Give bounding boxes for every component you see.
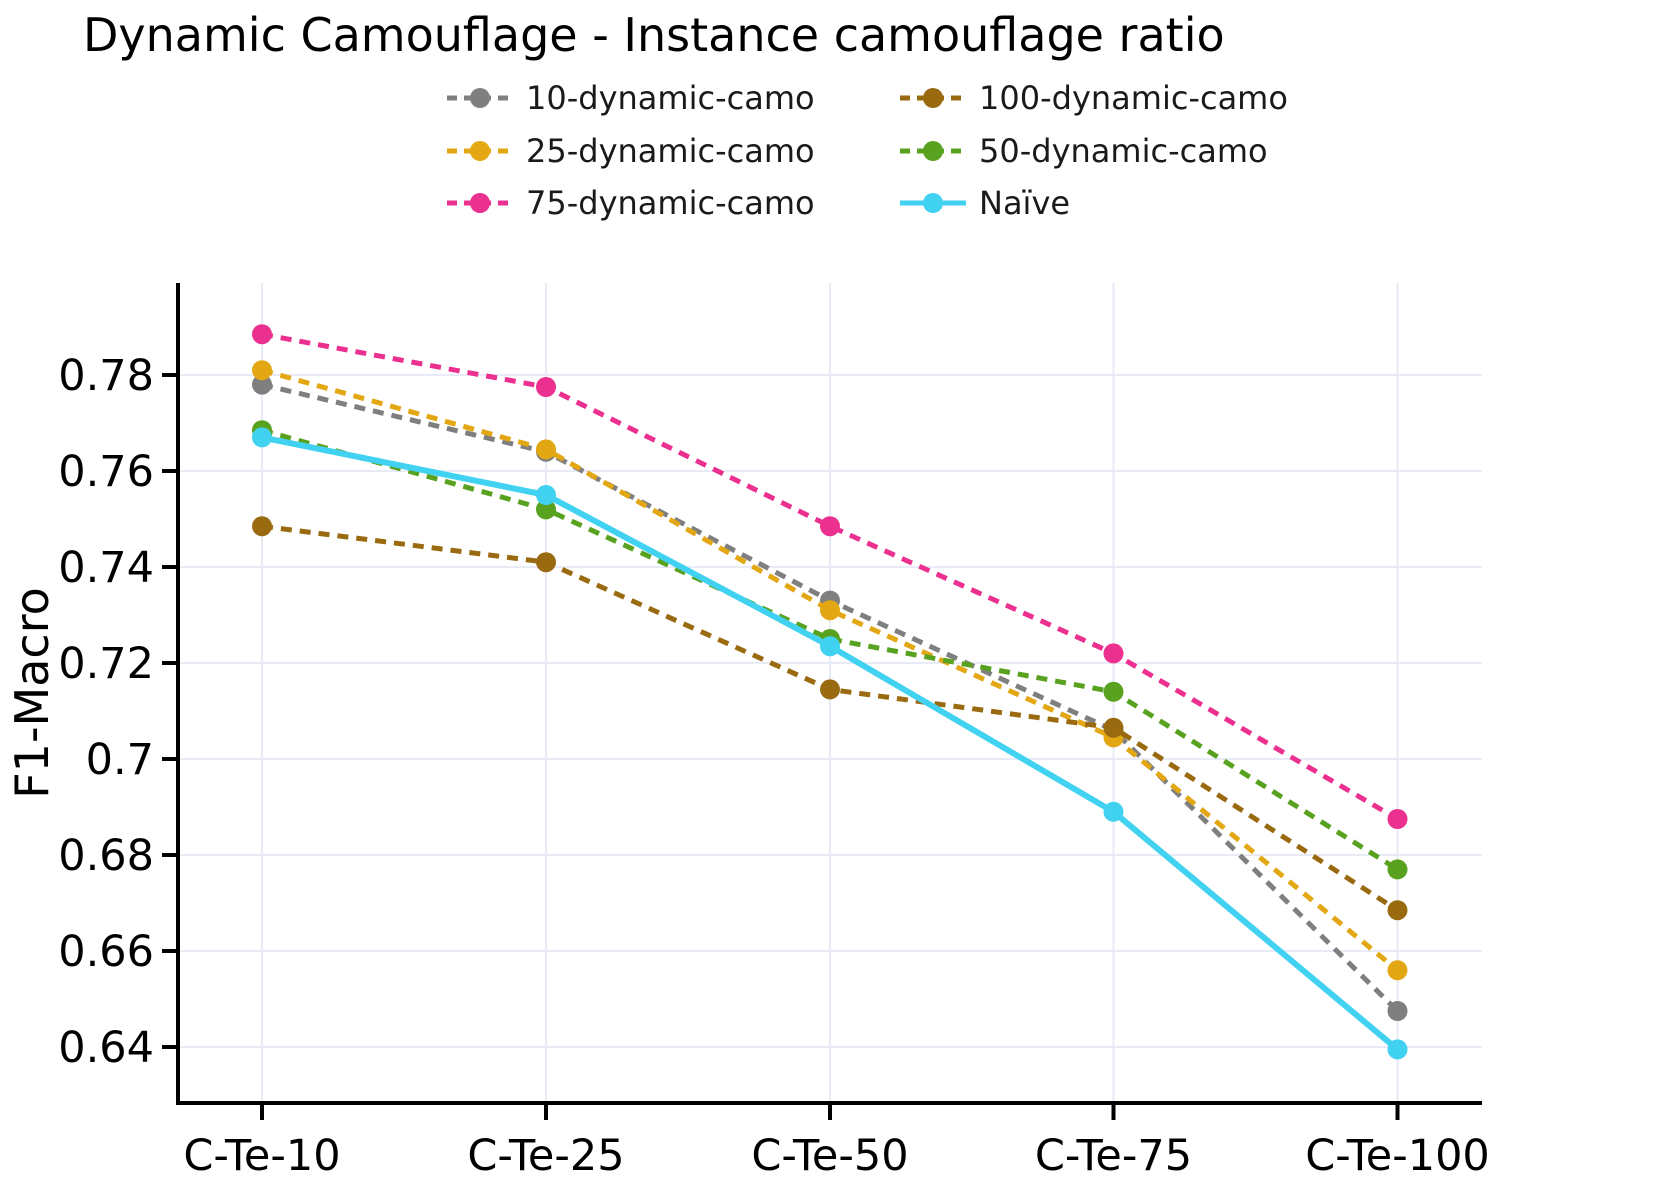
x-tick-label: C-Te-50 xyxy=(751,1131,908,1181)
legend-swatch-icon xyxy=(447,141,513,161)
legend-entry-100-dynamic-camo[interactable]: 100-dynamic-camo xyxy=(900,78,1288,118)
data-point-75-dynamic-camo[interactable] xyxy=(1387,809,1408,829)
legend-marker xyxy=(923,193,943,213)
series-line-75-dynamic-camo xyxy=(261,331,1399,822)
data-point-100-dynamic-camo[interactable] xyxy=(1103,717,1124,738)
legend-label: 10-dynamic-camo xyxy=(526,79,815,117)
legend-swatch-icon xyxy=(900,88,966,108)
y-tick-label: 0.78 xyxy=(58,351,154,401)
y-tick-label: 0.7 xyxy=(86,735,154,785)
series-line-25-dynamic-camo xyxy=(261,367,1400,973)
data-point-25-dynamic-camo[interactable] xyxy=(252,360,272,381)
data-point-100-dynamic-camo[interactable] xyxy=(820,679,840,700)
y-tick-label: 0.76 xyxy=(58,447,154,497)
data-point-50-dynamic-camo[interactable] xyxy=(1103,681,1124,702)
legend: 10-dynamic-camo 25-dynamic-camo 75-dynamic… xyxy=(0,0,1661,230)
legend-marker xyxy=(923,88,943,108)
data-point-Naïve[interactable] xyxy=(820,636,840,657)
data-point-25-dynamic-camo[interactable] xyxy=(820,600,840,621)
legend-marker xyxy=(470,88,490,108)
legend-label: 25-dynamic-camo xyxy=(526,132,815,170)
legend-swatch-icon xyxy=(900,141,966,161)
legend-marker xyxy=(470,141,490,161)
series-line-50-dynamic-camo xyxy=(261,427,1399,872)
data-point-25-dynamic-camo[interactable] xyxy=(1387,960,1408,981)
legend-label: 100-dynamic-camo xyxy=(979,79,1288,117)
y-tick-label: 0.64 xyxy=(58,1023,154,1073)
y-tick-label: 0.68 xyxy=(58,831,154,881)
legend-entry-25-dynamic-camo[interactable]: 25-dynamic-camo xyxy=(447,131,815,171)
data-point-Naïve[interactable] xyxy=(1387,1039,1408,1060)
legend-marker xyxy=(923,141,943,161)
data-point-100-dynamic-camo[interactable] xyxy=(1387,900,1408,921)
x-tick-label: C-Te-25 xyxy=(467,1131,624,1181)
y-tick-label: 0.66 xyxy=(58,927,154,977)
legend-entry-50-dynamic-camo[interactable]: 50-dynamic-camo xyxy=(900,131,1268,171)
x-tick-label: C-Te-75 xyxy=(1035,1131,1192,1181)
x-tick-label: C-Te-10 xyxy=(183,1131,340,1181)
y-tick-label: 0.74 xyxy=(58,543,154,593)
legend-swatch-icon xyxy=(447,88,513,108)
legend-label: 75-dynamic-camo xyxy=(526,184,815,222)
data-point-Naïve[interactable] xyxy=(1103,801,1124,822)
data-point-Naïve[interactable] xyxy=(536,485,556,505)
data-point-25-dynamic-camo[interactable] xyxy=(536,439,556,460)
data-point-75-dynamic-camo[interactable] xyxy=(820,516,840,537)
data-point-Naïve[interactable] xyxy=(252,427,272,448)
legend-entry-10-dynamic-camo[interactable]: 10-dynamic-camo xyxy=(447,78,815,118)
data-point-10-dynamic-camo[interactable] xyxy=(1387,1001,1408,1021)
data-point-100-dynamic-camo[interactable] xyxy=(252,516,272,537)
data-point-75-dynamic-camo[interactable] xyxy=(252,324,272,345)
y-tick-label: 0.72 xyxy=(58,639,154,689)
data-point-10-dynamic-camo[interactable] xyxy=(252,374,272,395)
legend-entry-75-dynamic-camo[interactable]: 75-dynamic-camo xyxy=(447,183,815,223)
legend-entry-Naïve[interactable]: Naïve xyxy=(900,183,1070,223)
data-point-50-dynamic-camo[interactable] xyxy=(1387,859,1408,880)
legend-swatch-icon xyxy=(900,193,966,213)
data-point-100-dynamic-camo[interactable] xyxy=(536,552,556,573)
data-point-75-dynamic-camo[interactable] xyxy=(1103,643,1124,664)
data-point-75-dynamic-camo[interactable] xyxy=(536,377,556,397)
legend-label: Naïve xyxy=(979,184,1071,222)
x-tick-label: C-Te-100 xyxy=(1305,1131,1490,1181)
legend-swatch-icon xyxy=(447,193,513,213)
data-point-50-dynamic-camo[interactable] xyxy=(536,499,556,520)
legend-label: 50-dynamic-camo xyxy=(979,132,1268,170)
legend-marker xyxy=(470,193,490,213)
chart-title: Dynamic Camouflage - Instance camouflage… xyxy=(83,8,1225,62)
